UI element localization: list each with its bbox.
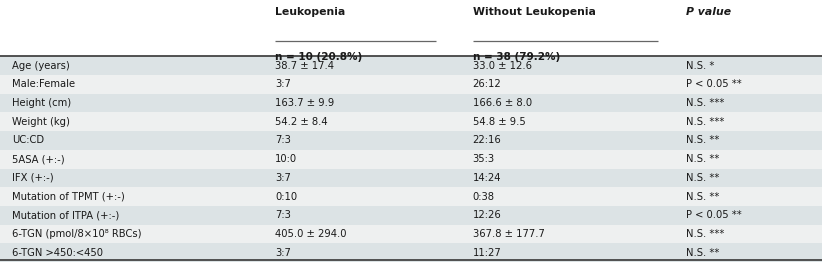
Text: Leukopenia: Leukopenia [275, 7, 345, 17]
Text: n = 10 (20.8%): n = 10 (20.8%) [275, 52, 363, 62]
Text: 3:7: 3:7 [275, 79, 291, 89]
Text: 11:27: 11:27 [473, 248, 501, 258]
Text: Male:Female: Male:Female [12, 79, 76, 89]
Text: P < 0.05 **: P < 0.05 ** [686, 79, 742, 89]
Bar [0, 206, 822, 225]
Text: Weight (kg): Weight (kg) [12, 117, 70, 127]
Text: N.S. **: N.S. ** [686, 154, 720, 164]
Text: N.S. ***: N.S. *** [686, 229, 725, 239]
Text: Age (years): Age (years) [12, 61, 70, 71]
Text: 22:16: 22:16 [473, 135, 501, 145]
Text: N.S. **: N.S. ** [686, 135, 720, 145]
Bar [0, 75, 822, 94]
Text: N.S. ***: N.S. *** [686, 117, 725, 127]
Bar [0, 94, 822, 112]
Text: Height (cm): Height (cm) [12, 98, 72, 108]
Text: UC:CD: UC:CD [12, 135, 44, 145]
Bar [0, 168, 822, 187]
Text: N.S. *: N.S. * [686, 61, 715, 71]
Text: N.S. **: N.S. ** [686, 248, 720, 258]
Bar [0, 131, 822, 150]
Bar [0, 56, 822, 75]
Text: P < 0.05 **: P < 0.05 ** [686, 210, 742, 220]
Text: 3:7: 3:7 [275, 248, 291, 258]
Text: 33.0 ± 12.6: 33.0 ± 12.6 [473, 61, 532, 71]
Text: 3:7: 3:7 [275, 173, 291, 183]
Text: 0:10: 0:10 [275, 192, 298, 201]
Text: 166.6 ± 8.0: 166.6 ± 8.0 [473, 98, 532, 108]
Text: 7:3: 7:3 [275, 135, 291, 145]
Text: 26:12: 26:12 [473, 79, 501, 89]
Text: 6-TGN (pmol/8×10⁸ RBCs): 6-TGN (pmol/8×10⁸ RBCs) [12, 229, 142, 239]
Text: N.S. **: N.S. ** [686, 173, 720, 183]
Bar [0, 243, 822, 262]
Text: 10:0: 10:0 [275, 154, 298, 164]
Text: 163.7 ± 9.9: 163.7 ± 9.9 [275, 98, 335, 108]
Text: N.S. ***: N.S. *** [686, 98, 725, 108]
Text: P value: P value [686, 7, 732, 17]
Text: N.S. **: N.S. ** [686, 192, 720, 201]
Bar [0, 0, 822, 56]
Bar [0, 112, 822, 131]
Text: 54.8 ± 9.5: 54.8 ± 9.5 [473, 117, 525, 127]
Bar [0, 187, 822, 206]
Text: 7:3: 7:3 [275, 210, 291, 220]
Text: 5ASA (+:-): 5ASA (+:-) [12, 154, 65, 164]
Bar [0, 150, 822, 168]
Text: Mutation of TPMT (+:-): Mutation of TPMT (+:-) [12, 192, 125, 201]
Text: 367.8 ± 177.7: 367.8 ± 177.7 [473, 229, 544, 239]
Bar [0, 225, 822, 243]
Text: 14:24: 14:24 [473, 173, 501, 183]
Text: 6-TGN >450:<450: 6-TGN >450:<450 [12, 248, 104, 258]
Text: Mutation of ITPA (+:-): Mutation of ITPA (+:-) [12, 210, 119, 220]
Text: 405.0 ± 294.0: 405.0 ± 294.0 [275, 229, 347, 239]
Text: 54.2 ± 8.4: 54.2 ± 8.4 [275, 117, 328, 127]
Text: 0:38: 0:38 [473, 192, 495, 201]
Text: Without Leukopenia: Without Leukopenia [473, 7, 595, 17]
Text: IFX (+:-): IFX (+:-) [12, 173, 54, 183]
Text: 12:26: 12:26 [473, 210, 501, 220]
Text: n = 38 (79.2%): n = 38 (79.2%) [473, 52, 560, 62]
Text: 38.7 ± 17.4: 38.7 ± 17.4 [275, 61, 335, 71]
Text: 35:3: 35:3 [473, 154, 495, 164]
